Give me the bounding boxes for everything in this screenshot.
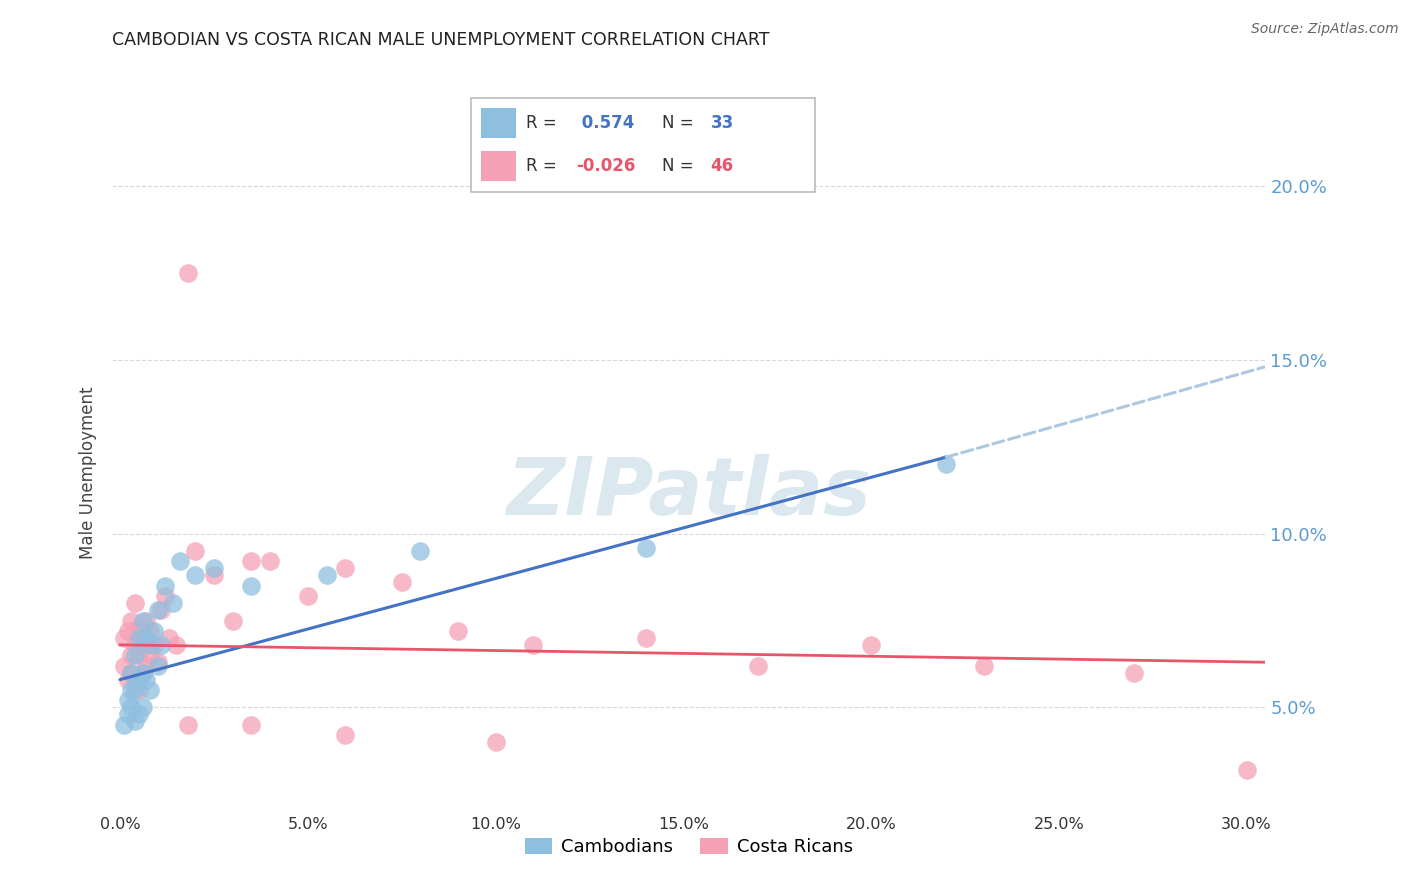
Point <box>221 614 243 628</box>
Point <box>146 655 169 669</box>
Point <box>146 658 169 673</box>
Point <box>124 673 146 687</box>
Point <box>142 624 165 638</box>
Point <box>117 707 139 722</box>
Text: R =: R = <box>526 114 562 132</box>
Point <box>150 638 173 652</box>
Point <box>128 620 150 634</box>
Point <box>135 631 157 645</box>
Point <box>315 568 337 582</box>
Point <box>131 631 153 645</box>
Point <box>297 589 319 603</box>
Point <box>112 631 135 645</box>
Point <box>120 683 142 698</box>
Point <box>128 673 150 687</box>
Point <box>128 631 150 645</box>
Legend: Cambodians, Costa Ricans: Cambodians, Costa Ricans <box>517 831 860 863</box>
Point <box>162 596 184 610</box>
Point <box>153 589 176 603</box>
Text: 33: 33 <box>710 114 734 132</box>
Point <box>120 700 142 714</box>
Point <box>391 575 413 590</box>
Point <box>973 658 995 673</box>
Point <box>135 658 157 673</box>
Point <box>135 614 157 628</box>
Point <box>131 665 153 680</box>
Point <box>131 614 153 628</box>
Text: N =: N = <box>662 157 699 175</box>
Point <box>860 638 883 652</box>
Point <box>634 631 657 645</box>
Y-axis label: Male Unemployment: Male Unemployment <box>79 386 97 559</box>
Point <box>112 658 135 673</box>
Point <box>120 665 142 680</box>
Point <box>120 665 142 680</box>
Point <box>124 638 146 652</box>
Point <box>139 648 162 663</box>
Point <box>447 624 470 638</box>
Point <box>131 665 153 680</box>
Point <box>139 638 162 652</box>
Point <box>335 728 357 742</box>
Point <box>153 579 176 593</box>
Point <box>112 718 135 732</box>
Point <box>165 638 187 652</box>
Text: N =: N = <box>662 114 699 132</box>
Point <box>128 683 150 698</box>
Point <box>131 700 153 714</box>
Point <box>117 673 139 687</box>
Point <box>142 638 165 652</box>
Point <box>1236 763 1258 777</box>
Point <box>240 718 263 732</box>
Text: ZIPatlas: ZIPatlas <box>506 454 872 533</box>
Point <box>135 673 157 687</box>
Point <box>128 707 150 722</box>
Point <box>150 603 173 617</box>
Text: Source: ZipAtlas.com: Source: ZipAtlas.com <box>1251 22 1399 37</box>
Point <box>139 683 162 698</box>
Text: R =: R = <box>526 157 562 175</box>
Point <box>1123 665 1146 680</box>
Point <box>522 638 544 652</box>
Point <box>157 631 180 645</box>
Point <box>484 735 506 749</box>
Point <box>747 658 769 673</box>
Point <box>259 554 281 568</box>
Point <box>184 568 207 582</box>
Point <box>124 683 146 698</box>
Point <box>240 579 263 593</box>
Point <box>117 624 139 638</box>
FancyBboxPatch shape <box>471 98 815 192</box>
Text: 0.574: 0.574 <box>576 114 634 132</box>
Point <box>409 544 432 558</box>
Point <box>240 554 263 568</box>
Point <box>202 561 225 575</box>
Point <box>335 561 357 575</box>
Point <box>202 568 225 582</box>
Point <box>634 541 657 555</box>
Text: 46: 46 <box>710 157 734 175</box>
Point <box>120 614 142 628</box>
Point <box>146 603 169 617</box>
Point <box>117 693 139 707</box>
Point <box>120 648 142 663</box>
Point <box>124 714 146 729</box>
Point <box>184 544 207 558</box>
Bar <box>481 109 516 138</box>
Bar <box>481 151 516 180</box>
Point <box>169 554 191 568</box>
Point <box>176 718 198 732</box>
Point <box>176 266 198 280</box>
Text: CAMBODIAN VS COSTA RICAN MALE UNEMPLOYMENT CORRELATION CHART: CAMBODIAN VS COSTA RICAN MALE UNEMPLOYME… <box>112 31 770 49</box>
Point <box>128 648 150 663</box>
Point <box>124 596 146 610</box>
Text: -0.026: -0.026 <box>576 157 636 175</box>
Point <box>124 648 146 663</box>
Point <box>935 457 957 471</box>
Point <box>139 624 162 638</box>
